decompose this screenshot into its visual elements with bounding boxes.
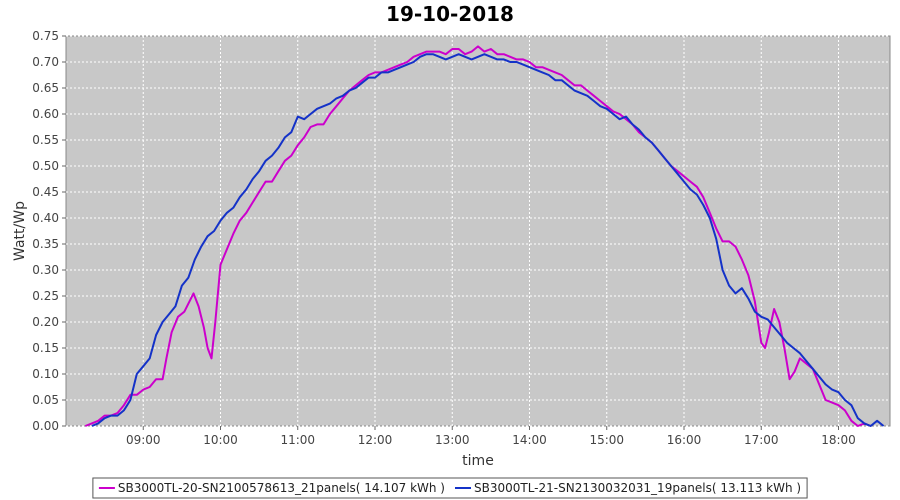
y-tick-label: 0.40 <box>32 211 59 225</box>
y-tick-label: 0.50 <box>32 159 59 173</box>
series-lines <box>84 45 885 427</box>
grid-lines <box>66 35 890 427</box>
legend: SB3000TL-20-SN2100578613_21panels( 14.10… <box>92 477 808 499</box>
legend-item: SB3000TL-20-SN2100578613_21panels( 14.10… <box>98 481 445 495</box>
y-tick-label: 0.60 <box>32 107 59 121</box>
x-tick-label: 17:00 <box>744 433 779 447</box>
series-line-2 <box>91 53 885 427</box>
plot-area <box>65 35 891 427</box>
legend-frame <box>92 477 808 499</box>
y-tick-label: 0.25 <box>32 289 59 303</box>
legend-label: SB3000TL-21-SN2130032031_19panels( 13.11… <box>474 481 801 495</box>
x-tick-label: 11:00 <box>280 433 315 447</box>
y-tick-label: 0.55 <box>32 133 59 147</box>
legend-item: SB3000TL-21-SN2130032031_19panels( 13.11… <box>454 481 801 495</box>
x-tick-label: 16:00 <box>667 433 702 447</box>
x-tick-label: 12:00 <box>358 433 393 447</box>
y-tick-label: 0.75 <box>32 29 59 43</box>
x-tick-label: 13:00 <box>435 433 470 447</box>
y-tick-label: 0.45 <box>32 185 59 199</box>
y-tick-label: 0.35 <box>32 237 59 251</box>
legend-label: SB3000TL-20-SN2100578613_21panels( 14.10… <box>118 481 445 495</box>
x-tick-label: 18:00 <box>821 433 856 447</box>
y-tick-label: 0.65 <box>32 81 59 95</box>
y-tick-label: 0.10 <box>32 367 59 381</box>
chart-title: 19-10-2018 <box>386 2 514 26</box>
series-line-1 <box>84 45 872 427</box>
x-tick-label: 10:00 <box>203 433 238 447</box>
y-tick-label: 0.70 <box>32 55 59 69</box>
y-axis-label: Watt/Wp <box>12 201 28 261</box>
x-axis-label: time <box>462 453 494 469</box>
x-tick-label: 09:00 <box>126 433 161 447</box>
y-tick-label: 0.30 <box>32 263 59 277</box>
x-axis: 09:00 10:00 11:00 12:00 13:00 14:00 15:00 16:00… <box>126 426 856 447</box>
y-axis: 0.00 0.05 0.10 0.15 0.20 0.25 0.30 0.35 0.40 0.45… <box>32 29 66 433</box>
x-tick-label: 14:00 <box>512 433 547 447</box>
y-tick-label: 0.20 <box>32 315 59 329</box>
y-tick-label: 0.00 <box>32 419 59 433</box>
x-tick-label: 15:00 <box>589 433 624 447</box>
y-tick-label: 0.15 <box>32 341 59 355</box>
y-tick-label: 0.05 <box>32 393 59 407</box>
